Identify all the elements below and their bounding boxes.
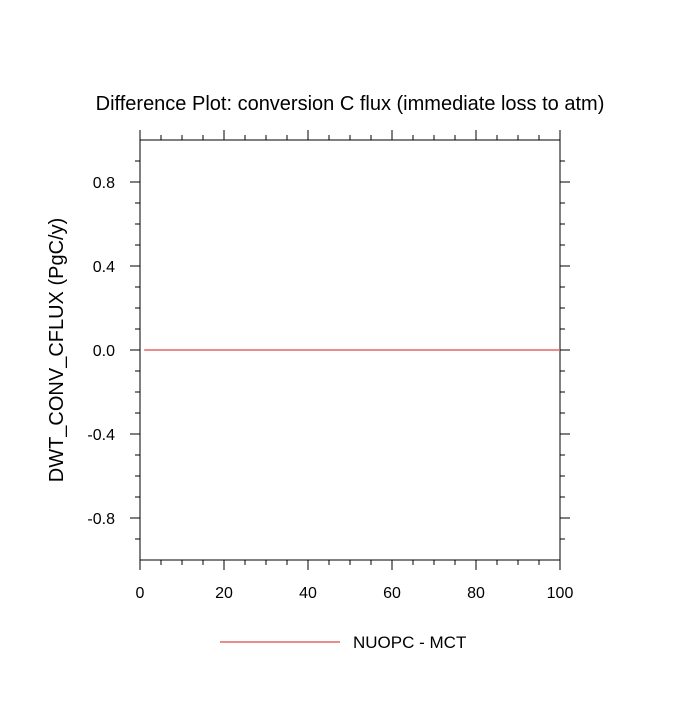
x-tick-label: 40 — [299, 585, 317, 602]
y-tick-label: 0.0 — [93, 343, 115, 360]
x-tick-label: 80 — [467, 585, 485, 602]
y-tick-label: -0.8 — [87, 511, 115, 528]
x-tick-label: 0 — [136, 585, 145, 602]
x-tick-label: 100 — [547, 585, 574, 602]
y-axis-label: DWT_CONV_CFLUX (PgC/y) — [46, 218, 68, 482]
x-axis-ticks: 0 20 40 60 80 100 — [136, 130, 574, 602]
x-tick-label: 20 — [215, 585, 233, 602]
y-tick-label: 0.4 — [93, 259, 115, 276]
legend: NUOPC - MCT — [220, 633, 466, 652]
chart-title: Difference Plot: conversion C flux (imme… — [96, 93, 605, 115]
y-tick-label: -0.4 — [87, 427, 115, 444]
y-tick-label: 0.8 — [93, 175, 115, 192]
x-tick-label: 60 — [383, 585, 401, 602]
legend-label: NUOPC - MCT — [353, 633, 466, 652]
y-axis-ticks: -0.8 -0.4 0.0 0.4 0.8 — [87, 160, 570, 540]
